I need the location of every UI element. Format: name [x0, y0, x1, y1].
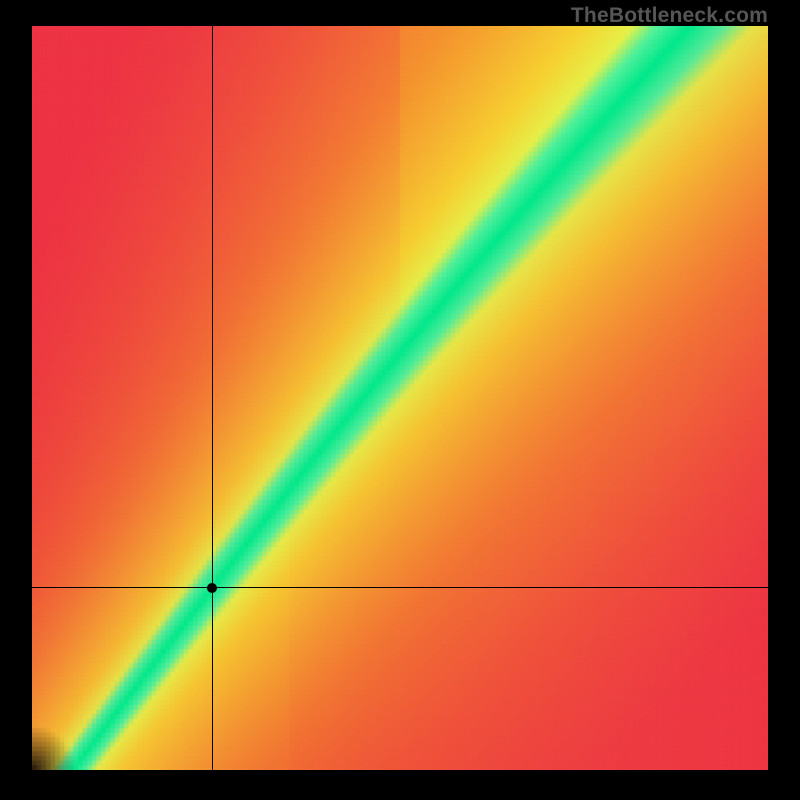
crosshair-marker: [207, 583, 217, 593]
watermark-text: TheBottleneck.com: [571, 4, 768, 28]
crosshair-horizontal: [32, 587, 768, 588]
crosshair-vertical: [212, 26, 213, 770]
bottleneck-heatmap: [32, 26, 768, 770]
